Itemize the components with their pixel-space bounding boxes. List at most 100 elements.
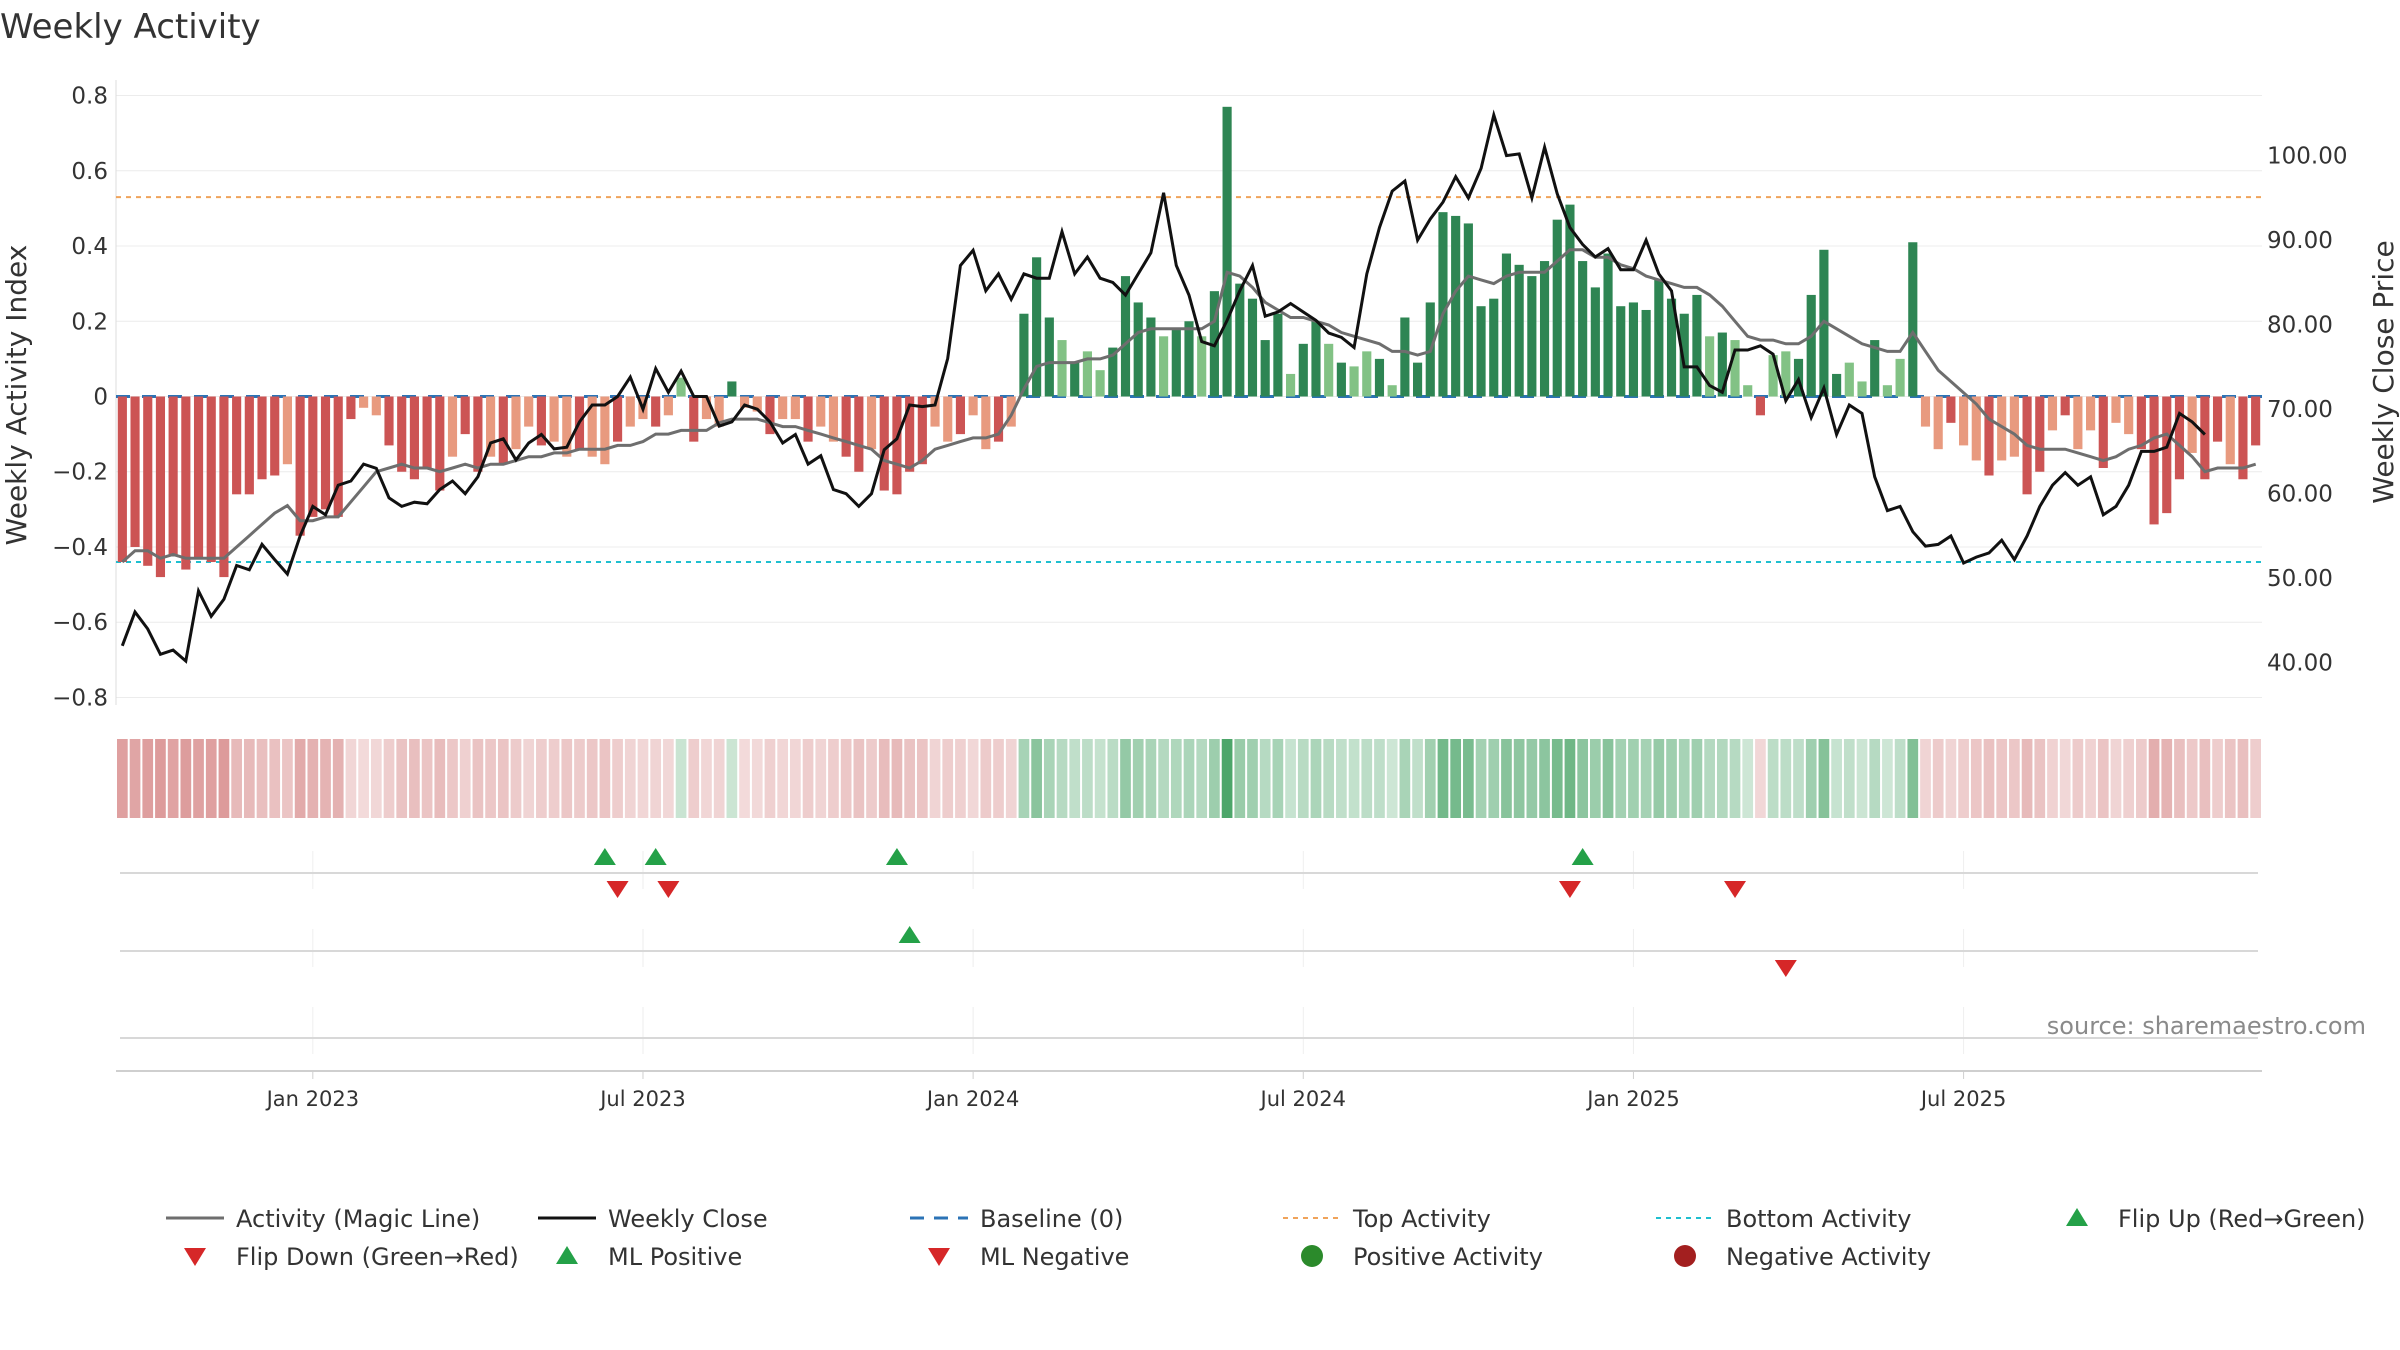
x-axis: Jan 2023 Jul 2023 Jan 2024 Jul 2024 Jan 2025… bbox=[116, 1070, 2262, 1111]
activity-bar bbox=[1400, 317, 1410, 397]
heat-cell bbox=[1564, 739, 1576, 818]
left-axis-label: Weekly Activity Index bbox=[0, 245, 33, 546]
activity-bar bbox=[968, 396, 978, 416]
heat-cell bbox=[980, 739, 992, 818]
activity-bar bbox=[828, 396, 839, 442]
activity-bar bbox=[181, 396, 191, 570]
heat-cell bbox=[497, 739, 509, 818]
heat-cell bbox=[1043, 739, 1055, 818]
heat-cell bbox=[751, 739, 763, 818]
left-tick-label: −0.6 bbox=[52, 610, 108, 636]
heat-cell bbox=[1996, 739, 2008, 818]
heat-cell bbox=[1615, 739, 1627, 818]
heat-cell bbox=[167, 739, 179, 818]
activity-bar bbox=[1743, 385, 1753, 397]
activity-bar bbox=[1171, 328, 1181, 397]
heat-cell bbox=[2174, 739, 2185, 818]
left-tick-label: 0.8 bbox=[71, 84, 108, 110]
heat-cell bbox=[815, 739, 827, 818]
heat-cell bbox=[396, 739, 408, 818]
activity-bar bbox=[1120, 276, 1131, 397]
heat-cell bbox=[713, 739, 725, 818]
flip-down-marker bbox=[606, 881, 629, 898]
heat-cell bbox=[2034, 739, 2046, 818]
activity-bar bbox=[778, 396, 788, 420]
heat-cell bbox=[586, 739, 598, 818]
activity-bar bbox=[1476, 306, 1486, 397]
activity-bar bbox=[384, 396, 394, 446]
activity-bar bbox=[790, 396, 800, 420]
right-tick-label: 80.00 bbox=[2267, 313, 2333, 339]
activity-bar bbox=[1311, 321, 1321, 397]
activity-bar bbox=[1019, 313, 1029, 397]
heat-cell bbox=[764, 739, 776, 818]
heat-cell bbox=[1323, 739, 1335, 818]
heat-cell bbox=[1132, 739, 1144, 818]
activity-bar bbox=[1616, 306, 1626, 397]
legend-label: Positive Activity bbox=[1353, 1243, 1543, 1271]
activity-bar bbox=[486, 396, 496, 457]
heat-cell bbox=[117, 739, 128, 818]
heat-cell bbox=[1869, 739, 1881, 818]
legend-label: ML Positive bbox=[608, 1243, 742, 1271]
heat-cell bbox=[1742, 739, 1754, 818]
signal-panels bbox=[120, 848, 2258, 1054]
heat-cell bbox=[1145, 739, 1157, 818]
activity-bar bbox=[422, 396, 432, 468]
activity-bar bbox=[689, 396, 699, 442]
heat-cell bbox=[688, 739, 700, 818]
heat-cell bbox=[155, 739, 166, 818]
activity-bar bbox=[905, 396, 915, 472]
activity-bar bbox=[2200, 396, 2210, 480]
activity-bars bbox=[117, 106, 2261, 578]
heat-cell bbox=[1513, 739, 1525, 818]
right-tick-label: 100.00 bbox=[2267, 144, 2347, 170]
activity-bar bbox=[866, 396, 877, 450]
heat-cell bbox=[624, 739, 636, 818]
right-axis-label: Weekly Close Price bbox=[2367, 240, 2400, 503]
chart-title: Weekly Activity bbox=[0, 7, 261, 47]
activity-bar bbox=[1349, 366, 1359, 397]
heat-cell bbox=[129, 739, 141, 818]
activity-bar bbox=[1539, 261, 1550, 397]
heat-cell bbox=[1780, 739, 1792, 818]
activity-bar bbox=[1692, 294, 1702, 397]
heat-cell bbox=[1221, 739, 1233, 818]
heat-cell bbox=[1170, 739, 1182, 818]
activity-bar bbox=[2225, 396, 2235, 465]
activity-bar bbox=[295, 396, 305, 536]
activity-bar bbox=[1882, 385, 1892, 397]
heat-cell bbox=[1209, 739, 1220, 818]
activity-bar bbox=[841, 396, 851, 457]
activity-bar bbox=[1679, 313, 1689, 397]
activity-bar bbox=[308, 396, 318, 517]
heat-cell bbox=[2009, 739, 2020, 818]
activity-bar bbox=[447, 396, 458, 457]
activity-bar bbox=[397, 396, 407, 472]
activity-bar bbox=[625, 396, 635, 427]
heat-cell bbox=[1082, 739, 1093, 818]
activity-bar bbox=[193, 396, 204, 559]
heat-cell bbox=[1412, 739, 1423, 818]
left-y-axis: 0.8 0.6 0.4 0.2 0 −0.2 −0.4 −0.6 −0.8 bbox=[52, 84, 108, 712]
heat-cell bbox=[1336, 739, 1347, 818]
left-tick-label: −0.2 bbox=[52, 460, 108, 486]
heat-cell bbox=[650, 739, 662, 818]
activity-bar bbox=[1984, 396, 1994, 476]
heat-cell bbox=[1399, 739, 1411, 818]
activity-bar bbox=[1159, 336, 1169, 397]
left-tick-label: 0.2 bbox=[71, 309, 108, 335]
heat-cell bbox=[1297, 739, 1309, 818]
heat-cell bbox=[574, 739, 585, 818]
flip-up-marker bbox=[593, 848, 616, 865]
heat-cell bbox=[675, 739, 687, 818]
activity-bar bbox=[346, 396, 356, 420]
heat-cell bbox=[891, 739, 903, 818]
flip-up-marker bbox=[644, 848, 667, 865]
x-tick-label: Jul 2023 bbox=[598, 1087, 685, 1111]
heat-cell bbox=[383, 739, 395, 818]
activity-bar bbox=[727, 381, 737, 397]
right-y-axis: 100.00 90.00 80.00 70.00 60.00 50.00 40.00 bbox=[2267, 144, 2347, 677]
heat-cell bbox=[472, 739, 484, 818]
heat-cell bbox=[294, 739, 306, 818]
